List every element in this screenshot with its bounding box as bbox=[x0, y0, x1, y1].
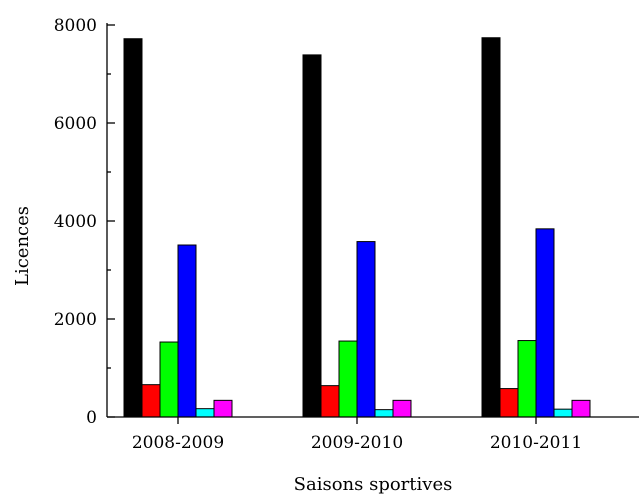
bar-2010-2011-series-2 bbox=[499, 388, 519, 418]
y-tick-label: 8000 bbox=[54, 16, 97, 36]
bar-2009-2010-series-4 bbox=[356, 241, 376, 418]
bar-2008-2009-series-4 bbox=[177, 244, 197, 418]
bar-2010-2011-series-1 bbox=[481, 37, 501, 418]
y-tick-label: 0 bbox=[86, 408, 97, 428]
bar-2008-2009-series-2 bbox=[141, 384, 161, 418]
y-axis-ticks: 0 2000 4000 6000 8000 bbox=[54, 16, 115, 428]
bar-2009-2010-series-2 bbox=[320, 385, 340, 418]
bar-2009-2010-series-1 bbox=[302, 54, 322, 418]
x-tick-label: 2009-2010 bbox=[311, 433, 403, 453]
y-axis-title: Licences bbox=[12, 206, 33, 286]
bars-group bbox=[123, 37, 591, 418]
bar-2010-2011-series-5 bbox=[553, 408, 573, 418]
x-tick-label: 2008-2009 bbox=[132, 433, 224, 453]
y-tick-label: 6000 bbox=[54, 114, 97, 134]
bar-2009-2010-series-3 bbox=[338, 340, 358, 418]
bar-2008-2009-series-3 bbox=[159, 341, 179, 418]
bar-2008-2009-series-6 bbox=[213, 399, 233, 418]
bar-2009-2010-series-6 bbox=[392, 399, 412, 418]
y-tick-label: 2000 bbox=[54, 310, 97, 330]
bar-2010-2011-series-3 bbox=[517, 340, 537, 418]
x-axis-title: Saisons sportives bbox=[294, 474, 453, 495]
bar-2008-2009-series-1 bbox=[123, 38, 143, 418]
x-axis-ticks: 2008-2009 2009-2010 2010-2011 bbox=[132, 417, 582, 453]
bar-2010-2011-series-4 bbox=[535, 228, 555, 418]
bar-2010-2011-series-6 bbox=[571, 399, 591, 418]
bar-2009-2010-series-5 bbox=[374, 409, 394, 418]
x-tick-label: 2010-2011 bbox=[490, 433, 582, 453]
bar-2008-2009-series-5 bbox=[195, 408, 215, 418]
y-tick-label: 4000 bbox=[54, 212, 97, 232]
